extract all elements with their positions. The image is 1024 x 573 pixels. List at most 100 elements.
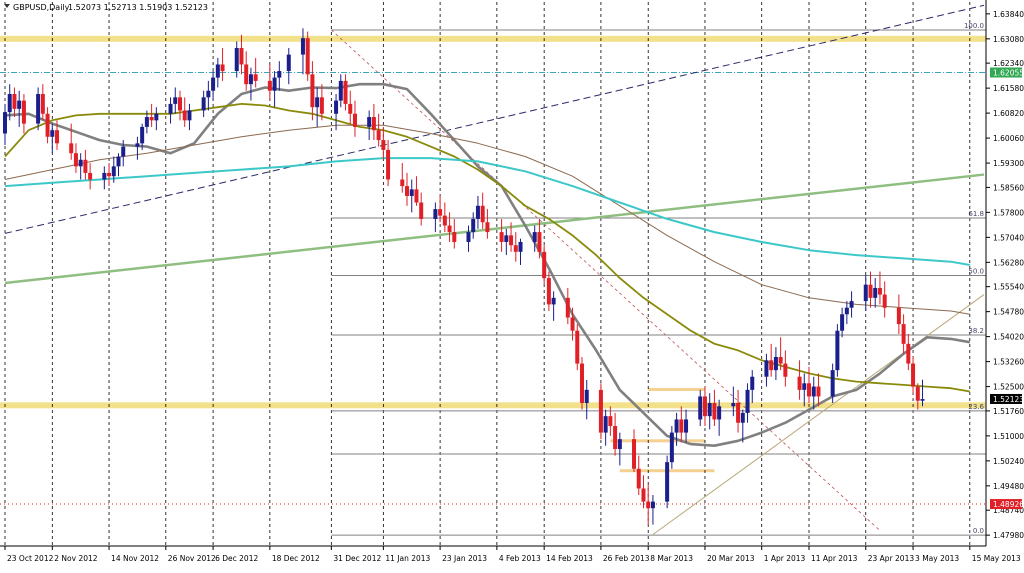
candle[interactable] [135, 136, 140, 160]
candle[interactable] [73, 143, 78, 173]
candle[interactable] [239, 34, 244, 75]
candle[interactable] [367, 110, 372, 141]
candle[interactable] [154, 107, 159, 131]
candle[interactable] [906, 333, 911, 371]
candle[interactable] [17, 90, 22, 127]
candle[interactable] [405, 172, 410, 206]
candle[interactable] [816, 373, 821, 407]
candle[interactable] [641, 475, 646, 509]
candle[interactable] [707, 393, 712, 430]
candle[interactable] [107, 163, 112, 187]
candle[interactable] [499, 218, 504, 252]
candle[interactable] [674, 412, 679, 446]
candle[interactable] [712, 389, 717, 427]
candle[interactable] [636, 455, 641, 496]
candle[interactable] [702, 386, 707, 427]
candle[interactable] [343, 74, 348, 111]
candle[interactable] [830, 363, 835, 404]
candle[interactable] [911, 356, 916, 394]
candle[interactable] [400, 163, 405, 193]
candle[interactable] [376, 113, 381, 147]
candle[interactable] [665, 455, 670, 509]
candle[interactable] [882, 281, 887, 318]
candle[interactable] [849, 291, 854, 318]
candle[interactable] [797, 360, 802, 400]
candle[interactable] [570, 307, 575, 341]
candle[interactable] [83, 149, 88, 180]
candle[interactable] [78, 153, 83, 180]
candle[interactable] [452, 218, 457, 249]
candle[interactable] [300, 28, 305, 75]
candle[interactable] [149, 103, 154, 127]
candle[interactable] [21, 94, 26, 134]
candle[interactable] [684, 409, 689, 443]
candle[interactable] [877, 271, 882, 305]
candle[interactable] [915, 383, 920, 410]
candle[interactable] [740, 409, 745, 443]
candle[interactable] [36, 87, 41, 131]
candle[interactable] [201, 90, 206, 118]
candle[interactable] [88, 163, 93, 190]
candle[interactable] [584, 380, 589, 420]
candle[interactable] [745, 383, 750, 423]
candle[interactable] [731, 386, 736, 417]
candle[interactable] [646, 485, 651, 525]
candle[interactable] [338, 74, 343, 108]
candle[interactable] [286, 48, 291, 85]
candle[interactable] [868, 271, 873, 308]
candle[interactable] [679, 406, 684, 443]
candle[interactable] [475, 195, 480, 229]
candle[interactable] [896, 294, 901, 334]
candle[interactable] [764, 353, 769, 387]
candle[interactable] [901, 314, 906, 354]
candle[interactable] [542, 245, 547, 285]
candle[interactable] [177, 90, 182, 121]
candle[interactable] [40, 84, 45, 121]
candle[interactable] [802, 373, 807, 407]
candle[interactable] [778, 337, 783, 371]
candle[interactable] [807, 366, 812, 404]
candle[interactable] [750, 370, 755, 404]
candle[interactable] [272, 71, 277, 108]
candle[interactable] [371, 103, 376, 141]
candle[interactable] [920, 379, 925, 407]
candle[interactable] [419, 192, 424, 226]
candle[interactable] [116, 153, 121, 177]
candle[interactable] [844, 301, 849, 325]
candle[interactable] [471, 212, 476, 239]
candle[interactable] [121, 140, 126, 167]
candle[interactable] [187, 103, 192, 131]
candle[interactable] [305, 31, 310, 81]
candle[interactable] [319, 84, 324, 121]
candle[interactable] [352, 100, 357, 137]
candle[interactable] [736, 389, 741, 433]
candle[interactable] [7, 84, 12, 121]
candle[interactable] [69, 123, 74, 160]
candle[interactable] [863, 274, 868, 311]
candle[interactable] [485, 209, 490, 239]
candle[interactable] [669, 426, 674, 469]
candle[interactable] [414, 176, 419, 206]
candle[interactable] [835, 324, 840, 377]
candle[interactable] [466, 225, 471, 252]
candle[interactable] [598, 383, 603, 440]
candle[interactable] [447, 212, 452, 242]
candle[interactable] [537, 218, 542, 259]
candle[interactable] [206, 80, 211, 111]
candle[interactable] [234, 41, 239, 78]
candle[interactable] [348, 90, 353, 124]
candle[interactable] [509, 222, 514, 252]
candle[interactable] [717, 399, 722, 436]
candle[interactable] [613, 412, 618, 456]
candle[interactable] [840, 307, 845, 338]
candle[interactable] [480, 192, 485, 229]
candle[interactable] [144, 110, 149, 134]
candle[interactable] [433, 202, 438, 233]
candle[interactable] [310, 61, 315, 121]
candle[interactable] [55, 120, 60, 150]
candle[interactable] [769, 343, 774, 377]
candle[interactable] [315, 87, 320, 127]
candle[interactable] [253, 57, 258, 88]
candle[interactable] [267, 64, 272, 101]
candle[interactable] [102, 166, 107, 190]
